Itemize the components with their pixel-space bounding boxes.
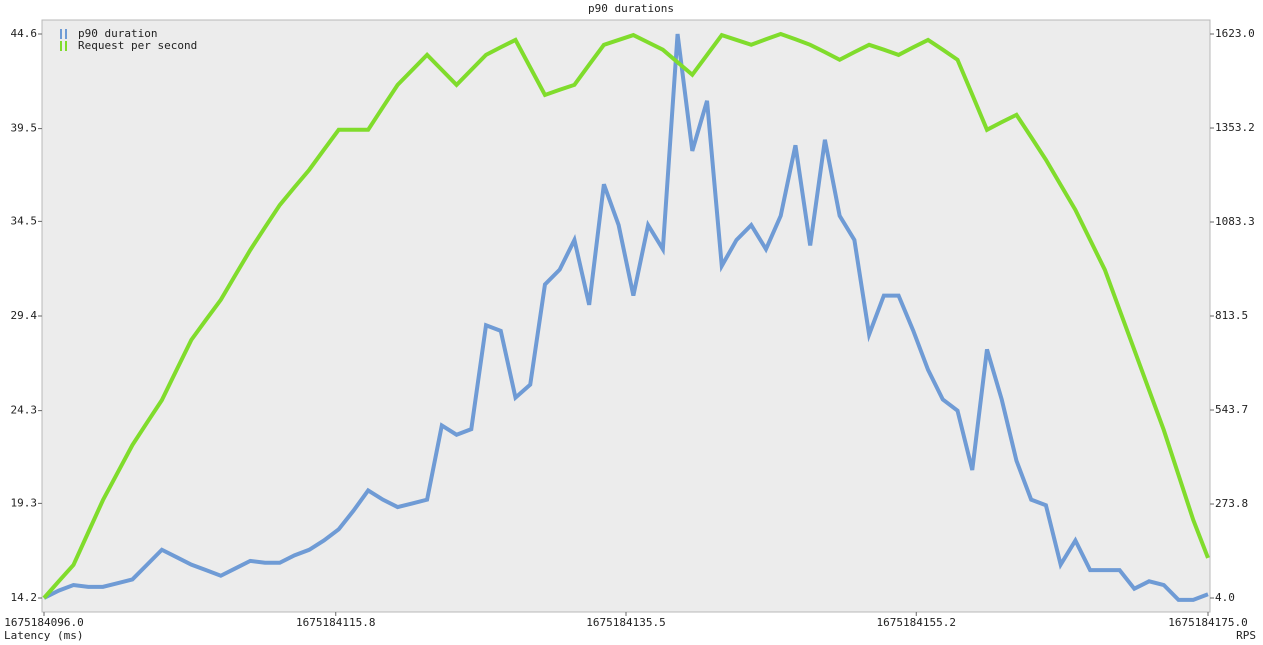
y2-tick-label: 543.7 xyxy=(1215,403,1248,416)
y2-tick-label: 273.8 xyxy=(1215,497,1248,510)
y-tick-label: 34.5 xyxy=(11,214,38,227)
y-tick-label: 39.5 xyxy=(11,122,38,135)
y-tick-label: 24.3 xyxy=(11,404,38,417)
y2-tick-label: 1083.3 xyxy=(1215,215,1255,228)
x-tick-label: 1675184096.0 xyxy=(4,616,83,629)
y-tick-label: 29.4 xyxy=(11,309,38,322)
y2-axis-label: RPS xyxy=(1236,629,1256,642)
chart-title: p90 durations xyxy=(588,2,674,15)
y2-tick-label: 4.0 xyxy=(1215,591,1235,604)
legend-swatch xyxy=(65,41,67,51)
legend-swatch xyxy=(60,41,62,51)
plot-area xyxy=(41,19,1211,613)
y2-tick-label: 1353.2 xyxy=(1215,121,1255,134)
legend-label: p90 duration xyxy=(78,27,157,40)
x-tick-label: 1675184115.8 xyxy=(296,616,375,629)
y-tick-label: 19.3 xyxy=(11,496,38,509)
legend-swatch xyxy=(60,29,62,39)
y-tick-label: 14.2 xyxy=(11,591,38,604)
legend-swatch xyxy=(65,29,67,39)
x-tick-label: 1675184135.5 xyxy=(586,616,665,629)
x-tick-label: 1675184155.2 xyxy=(877,616,956,629)
series-line xyxy=(42,31,1210,600)
y2-tick-label: 813.5 xyxy=(1215,309,1248,322)
x-tick-label: 1675184175.0 xyxy=(1168,616,1247,629)
series-line xyxy=(43,33,1209,602)
legend-label: Request per second xyxy=(78,39,197,52)
y-tick-label: 44.6 xyxy=(11,27,38,40)
x-axis-label: Latency (ms) xyxy=(4,629,83,642)
y2-tick-label: 1623.0 xyxy=(1215,27,1255,40)
